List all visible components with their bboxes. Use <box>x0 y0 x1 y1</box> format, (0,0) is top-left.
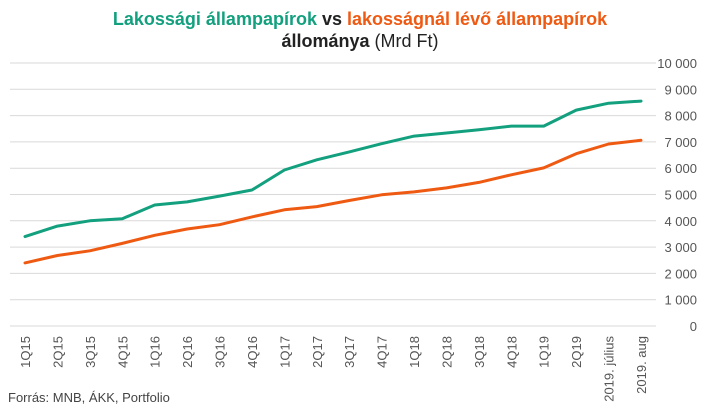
chart-title: Lakossági állampapírok vs lakosságnál lé… <box>0 8 720 52</box>
x-tick-label: 2Q17 <box>310 336 325 368</box>
y-tick-label: 7 000 <box>664 135 697 150</box>
series-line-1 <box>23 99 643 239</box>
x-tick-label: 2Q15 <box>50 336 65 368</box>
y-tick-label: 1 000 <box>664 293 697 308</box>
source-note: Forrás: MNB, ÁKK, Portfolio <box>8 390 170 405</box>
title-series2: lakosságnál lévő állampapírok <box>347 9 608 29</box>
x-tick-label: 3Q16 <box>213 336 228 368</box>
y-tick-label: 10 000 <box>657 56 697 71</box>
x-tick-label: 2019. aug <box>634 336 649 394</box>
title-vs: vs <box>316 9 347 29</box>
y-tick-label: 8 000 <box>664 109 697 124</box>
x-tick-label: 1Q17 <box>277 336 292 368</box>
title-line2: állománya (Mrd Ft) <box>0 30 720 52</box>
x-tick-label: 2Q16 <box>180 336 195 368</box>
y-tick-label: 6 000 <box>664 161 697 176</box>
x-tick-label: 1Q16 <box>148 336 163 368</box>
title-series1: Lakossági állampapírok <box>112 9 317 29</box>
x-tick-label: 3Q15 <box>83 336 98 368</box>
x-tick-label: 2Q18 <box>439 336 454 368</box>
x-tick-label: 1Q18 <box>407 336 422 368</box>
title-unit: (Mrd Ft) <box>369 31 439 51</box>
x-tick-label: 3Q17 <box>342 336 357 368</box>
y-tick-label: 0 <box>690 319 697 334</box>
x-tick-label: 2019. július <box>602 336 617 402</box>
y-tick-label: 4 000 <box>664 214 697 229</box>
y-tick-label: 9 000 <box>664 82 697 97</box>
x-tick-label: 4Q17 <box>375 336 390 368</box>
series-lines <box>23 99 643 265</box>
y-tick-label: 2 000 <box>664 266 697 281</box>
x-tick-label: 1Q15 <box>18 336 33 368</box>
gridlines <box>10 62 656 327</box>
x-tick-label: 4Q15 <box>115 336 130 368</box>
x-tick-label: 4Q18 <box>504 336 519 368</box>
x-tick-label: 3Q18 <box>472 336 487 368</box>
series-line-2 <box>23 138 643 265</box>
y-tick-label: 3 000 <box>664 240 697 255</box>
x-tick-label: 1Q19 <box>537 336 552 368</box>
y-axis-ticks: 0 1 000 2 000 3 000 4 000 5 000 6 000 7 000 8 00… <box>657 56 697 334</box>
x-axis-ticks: 1Q15 2Q15 3Q15 4Q15 1Q16 2Q16 3Q16 4Q16 1Q17 2Q17… <box>18 336 649 402</box>
x-tick-label: 2Q19 <box>569 336 584 368</box>
x-tick-label: 4Q16 <box>245 336 260 368</box>
y-tick-label: 5 000 <box>664 188 697 203</box>
title-subject: állománya <box>281 31 370 51</box>
